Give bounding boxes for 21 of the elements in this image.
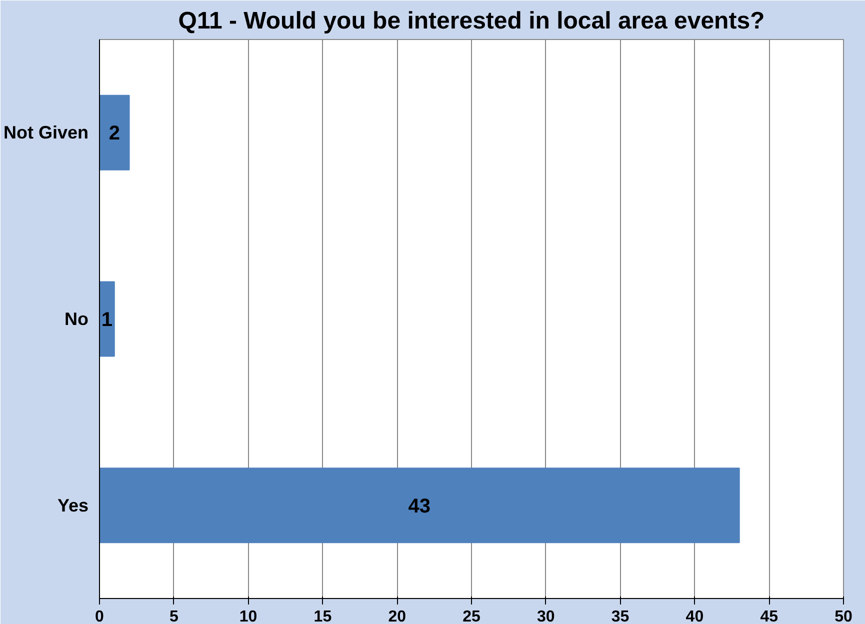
bar	[100, 468, 740, 544]
bar	[100, 281, 115, 357]
x-tick-label: 50	[834, 608, 852, 624]
x-tick-label: 45	[760, 608, 778, 624]
data-label: 43	[408, 495, 431, 518]
x-tick-label: 20	[388, 608, 406, 624]
x-tick-label: 30	[537, 608, 555, 624]
x-tick-label: 40	[686, 608, 704, 624]
x-tick-label: 15	[314, 608, 332, 624]
y-tick-label: Not Given	[3, 122, 89, 143]
x-tick-label: 5	[169, 608, 178, 624]
data-label: 2	[108, 122, 120, 145]
x-tick-label: 10	[239, 608, 258, 624]
y-tick-label: Yes	[57, 495, 89, 516]
x-tick-label: 25	[462, 608, 480, 624]
data-label: 1	[101, 309, 113, 331]
x-tick-label: 35	[611, 608, 630, 624]
chart-title: Q11 - Would you be interested in local area events?	[178, 8, 765, 34]
x-tick-label: 0	[95, 608, 104, 624]
bar	[100, 94, 130, 170]
y-tick-label: No	[64, 309, 89, 329]
